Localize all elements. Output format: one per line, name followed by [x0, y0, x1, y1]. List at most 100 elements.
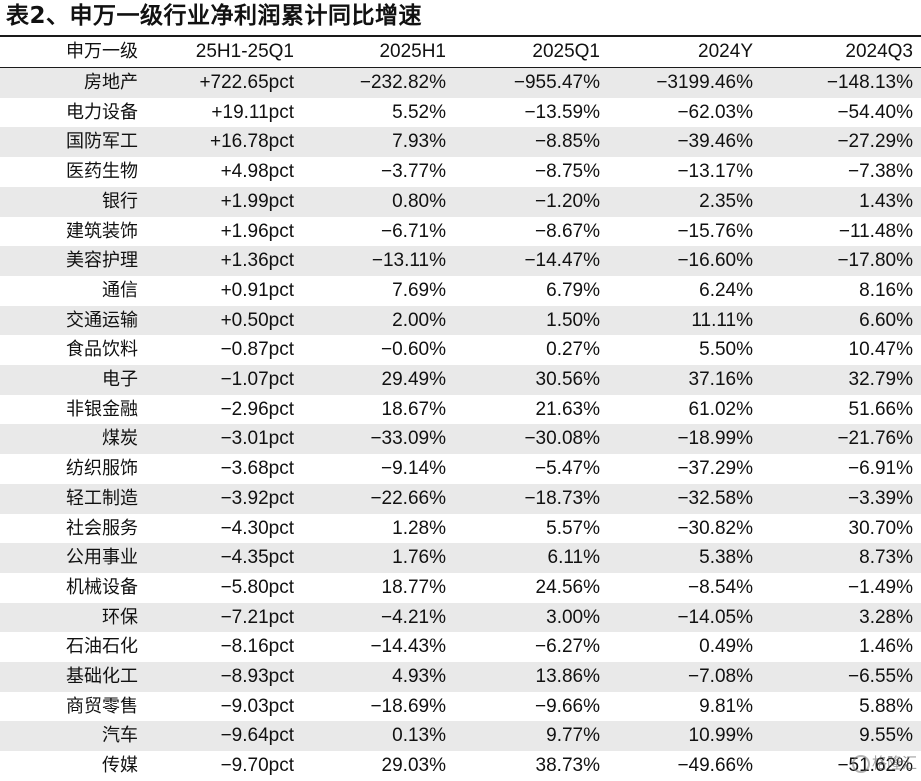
cell-2025h1: −14.43%	[370, 636, 446, 658]
cell-2025q1: −8.85%	[535, 131, 600, 153]
cell-industry: 银行	[102, 190, 138, 212]
table-row: 传媒 −9.70pct 29.03% 38.73% −49.66% −51.62%	[0, 751, 921, 781]
cell-2025h1: −22.66%	[370, 487, 446, 509]
cell-industry: 煤炭	[102, 428, 138, 450]
cell-2025h1: −232.82%	[359, 72, 446, 93]
cell-2025h1: 4.93%	[392, 666, 446, 688]
cell-2025h1: 7.69%	[392, 279, 446, 301]
table-row: 国防军工 +16.78pct 7.93% −8.85% −39.46% −27.29%	[0, 127, 921, 158]
cell-2024q3: −148.13%	[826, 72, 913, 93]
cell-2024q3: 6.60%	[859, 309, 913, 331]
cell-2024q3: 30.70%	[848, 517, 913, 539]
cell-2024y: −32.58%	[677, 487, 753, 509]
cell-2024y: −13.17%	[677, 161, 753, 183]
cell-2025h1: −33.09%	[370, 428, 446, 450]
cell-industry: 环保	[102, 606, 138, 628]
cell-2025q1: −14.47%	[524, 250, 600, 272]
cell-diff: −3.92pct	[220, 487, 294, 509]
table-row: 银行 +1.99pct 0.80% −1.20% 2.35% 1.43%	[0, 186, 921, 217]
cell-2025q1: −8.67%	[535, 220, 600, 242]
cell-2025h1: 18.77%	[381, 576, 446, 598]
cell-industry: 电力设备	[66, 101, 138, 123]
cell-2025q1: 6.11%	[547, 547, 600, 569]
cell-industry: 房地产	[84, 72, 138, 93]
cell-2025q1: 1.50%	[546, 309, 600, 331]
cell-industry: 传媒	[102, 755, 138, 777]
cell-2024q3: −6.55%	[848, 666, 913, 688]
cell-2025q1: 38.73%	[535, 755, 600, 777]
cell-2024q3: 5.88%	[859, 695, 913, 717]
cell-2024q3: −21.76%	[837, 428, 913, 450]
cell-diff: −1.07pct	[220, 369, 294, 391]
cell-2025q1: 3.00%	[546, 606, 600, 628]
cell-2025q1: 21.63%	[535, 398, 600, 420]
table-row: 交通运输 +0.50pct 2.00% 1.50% 11.11% 6.60%	[0, 305, 921, 336]
table-row: 环保 −7.21pct −4.21% 3.00% −14.05% 3.28%	[0, 602, 921, 633]
table-row: 建筑装饰 +1.96pct −6.71% −8.67% −15.76% −11.48%	[0, 216, 921, 247]
cell-2024y: 5.38%	[699, 547, 753, 569]
header-cell-2024q3: 2024Q3	[845, 41, 913, 62]
cell-2024q3: 10.47%	[848, 339, 913, 361]
top-rule	[0, 35, 921, 37]
cell-2025q1: 0.27%	[546, 339, 600, 361]
cell-2025q1: 6.79%	[546, 279, 600, 301]
cell-industry: 国防军工	[66, 131, 138, 153]
cell-2025q1: 30.56%	[535, 369, 600, 391]
header-cell-2025h1: 2025H1	[379, 41, 446, 62]
cell-diff: −3.68pct	[220, 458, 294, 480]
cell-2024y: −18.99%	[677, 428, 753, 450]
table-row: 电子 −1.07pct 29.49% 30.56% 37.16% 32.79%	[0, 365, 921, 395]
cell-diff: +1.99pct	[220, 190, 294, 212]
cell-2024y: 11.11%	[691, 309, 753, 331]
table-row: 汽车 −9.64pct 0.13% 9.77% 10.99% 9.55%	[0, 721, 921, 752]
table-row: 医药生物 +4.98pct −3.77% −8.75% −13.17% −7.38%	[0, 157, 921, 187]
header-cell-industry: 申万一级	[66, 41, 138, 62]
cell-diff: +4.98pct	[220, 161, 294, 183]
cell-2025h1: 1.28%	[392, 517, 446, 539]
table-row: 轻工制造 −3.92pct −22.66% −18.73% −32.58% −3.39%	[0, 483, 921, 514]
cell-2024y: −37.29%	[677, 458, 753, 480]
cell-2024q3: 8.73%	[859, 547, 913, 569]
cell-2025q1: −30.08%	[524, 428, 600, 450]
cell-2024q3: −17.80%	[837, 250, 913, 272]
cell-industry: 公用事业	[66, 547, 138, 569]
cell-diff: +16.78pct	[210, 131, 294, 153]
table-header: 申万一级 25H1-25Q1 2025H1 2025Q1 2024Y 2024Q…	[0, 37, 921, 68]
cell-2024q3: 51.66%	[848, 398, 913, 420]
cell-diff: −0.87pct	[220, 339, 294, 361]
cell-2024q3: −27.29%	[837, 131, 913, 153]
cell-diff: −5.80pct	[220, 576, 294, 598]
cell-2024q3: −6.91%	[848, 458, 913, 480]
table-row: 食品饮料 −0.87pct −0.60% 0.27% 5.50% 10.47%	[0, 335, 921, 366]
cell-2025q1: −5.47%	[535, 458, 600, 480]
cell-2024q3: 1.46%	[859, 636, 913, 658]
cell-2024y: −39.46%	[677, 131, 753, 153]
cell-2025h1: 0.13%	[392, 725, 446, 747]
cell-2025q1: −13.59%	[524, 101, 600, 123]
cell-2024y: 6.24%	[699, 279, 753, 301]
cell-2025h1: 2.00%	[392, 309, 446, 331]
header-cell-2024y: 2024Y	[698, 41, 753, 62]
data-table: 申万一级 25H1-25Q1 2025H1 2025Q1 2024Y 2024Q…	[0, 37, 921, 781]
cell-2024y: −49.66%	[677, 755, 753, 777]
table-row: 美容护理 +1.36pct −13.11% −14.47% −16.60% −17.80%	[0, 246, 921, 276]
table-row: 社会服务 −4.30pct 1.28% 5.57% −30.82% 30.70%	[0, 513, 921, 544]
table-row: 电力设备 +19.11pct 5.52% −13.59% −62.03% −54.40%	[0, 97, 921, 128]
table-row: 石油石化 −8.16pct −14.43% −6.27% 0.49% 1.46%	[0, 632, 921, 663]
table-row: 基础化工 −8.93pct 4.93% 13.86% −7.08% −6.55%	[0, 662, 921, 692]
cell-diff: +19.11pct	[211, 101, 294, 123]
cell-2025q1: −8.75%	[535, 161, 600, 183]
cell-diff: −7.21pct	[220, 606, 294, 628]
cell-2024y: 9.81%	[699, 695, 753, 717]
watermark-text: 格隆汇	[871, 754, 917, 772]
cell-2025h1: −13.11%	[371, 250, 446, 272]
table-row: 公用事业 −4.35pct 1.76% 6.11% 5.38% 8.73%	[0, 543, 921, 573]
table-row: 纺织服饰 −3.68pct −9.14% −5.47% −37.29% −6.91%	[0, 454, 921, 484]
table-body: 房地产 +722.65pct −232.82% −955.47% −3199.46% −1…	[0, 67, 921, 781]
table-row: 房地产 +722.65pct −232.82% −955.47% −3199.46% −1…	[0, 67, 921, 98]
table-row: 煤炭 −3.01pct −33.09% −30.08% −18.99% −21.76%	[0, 424, 921, 455]
cell-2025q1: 24.56%	[535, 576, 600, 598]
cell-2025q1: 9.77%	[546, 725, 600, 747]
cell-2024q3: 9.55%	[859, 725, 913, 747]
cell-2025h1: 29.03%	[381, 755, 446, 777]
